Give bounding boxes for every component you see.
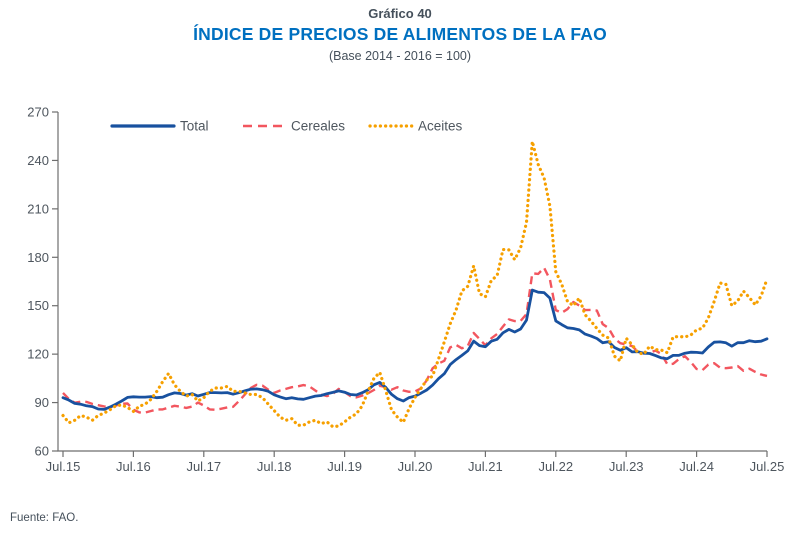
x-tick-label: Jul.20: [398, 459, 433, 474]
legend-total-label: Total: [180, 119, 209, 134]
x-tick-label: Jul.16: [116, 459, 151, 474]
x-tick-label: Jul.21: [468, 459, 503, 474]
fao-price-index-chart: 60 90 120 150 180 210 240 270 Jul.15 Jul.16 Jul.17…: [27, 105, 785, 475]
x-tick-label: Jul.22: [538, 459, 573, 474]
y-tick-label: 270: [27, 105, 49, 120]
y-tick-label: 60: [35, 444, 49, 459]
series-cereales-line: [62, 266, 768, 414]
x-tick-label: Jul.24: [679, 459, 714, 474]
x-tick-label: Jul.15: [46, 459, 81, 474]
x-tick-label: Jul.19: [327, 459, 362, 474]
legend-aceites-label: Aceites: [418, 119, 463, 134]
x-tick-label: Jul.23: [609, 459, 644, 474]
x-tick-label: Jul.18: [257, 459, 292, 474]
x-tick-label: Jul.17: [186, 459, 221, 474]
chart-number: Gráfico 40: [368, 6, 432, 21]
chart-title: ÍNDICE DE PRECIOS DE ALIMENTOS DE LA FAO: [193, 24, 607, 44]
x-tick-label: Jul.25: [750, 459, 785, 474]
series-aceites-line: [61, 139, 769, 429]
y-tick-label: 90: [35, 395, 49, 410]
legend-cereales-label: Cereales: [291, 119, 345, 134]
chart-subtitle: (Base 2014 - 2016 = 100): [328, 49, 472, 63]
source-note: Fuente: FAO.: [10, 512, 79, 524]
y-tick-label: 240: [27, 153, 49, 168]
y-tick-label: 120: [27, 347, 49, 362]
y-tick-label: 180: [27, 250, 49, 265]
y-tick-label: 150: [27, 298, 49, 313]
y-tick-label: 210: [27, 201, 49, 216]
